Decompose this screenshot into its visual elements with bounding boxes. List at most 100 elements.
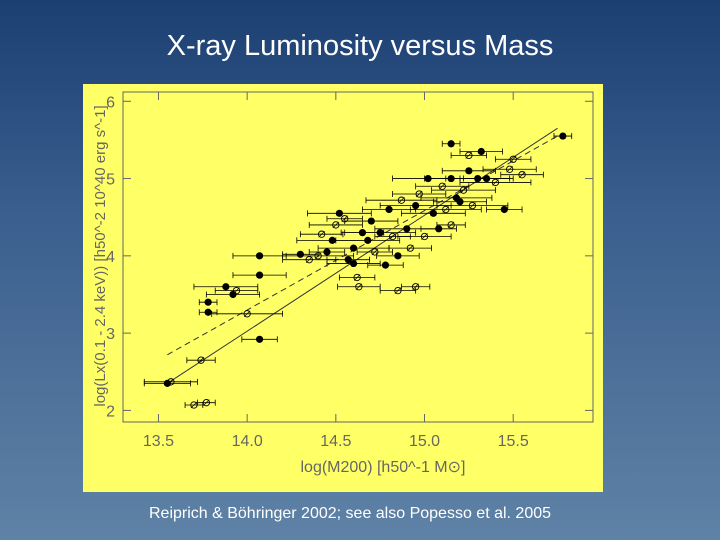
open-marker xyxy=(317,230,326,238)
filled-marker xyxy=(500,205,508,214)
filled-marker xyxy=(255,335,264,343)
data-point xyxy=(362,205,417,214)
data-point xyxy=(441,167,496,175)
data-point xyxy=(338,273,376,282)
open-marker-slash xyxy=(167,378,175,386)
filled-marker xyxy=(335,209,343,217)
open-marker-slash xyxy=(465,152,473,159)
filled-marker xyxy=(482,174,491,183)
open-marker xyxy=(465,151,473,160)
filled-marker xyxy=(296,250,304,258)
data-point xyxy=(214,286,259,295)
open-marker xyxy=(388,232,397,241)
plot-frame xyxy=(122,91,594,423)
data-point xyxy=(397,232,452,241)
data-point xyxy=(409,205,482,214)
fit-lines xyxy=(167,127,558,384)
data-point xyxy=(344,217,399,225)
data-point xyxy=(337,283,381,291)
open-marker xyxy=(355,283,363,291)
data-point xyxy=(401,283,431,291)
data-point xyxy=(307,209,372,217)
data-point xyxy=(143,379,191,387)
data-point xyxy=(232,271,287,279)
open-marker-slash xyxy=(318,230,325,238)
filled-marker xyxy=(328,236,336,244)
open-marker-slash xyxy=(492,179,499,186)
open-marker xyxy=(167,378,175,386)
filled-marker xyxy=(222,283,230,291)
y-tick-label: 6 xyxy=(106,94,115,111)
open-marker xyxy=(505,165,514,173)
data-point xyxy=(308,248,346,256)
open-marker-slash xyxy=(412,283,419,291)
data-point xyxy=(401,209,466,217)
data-point xyxy=(553,132,573,140)
filled-marker xyxy=(364,236,372,244)
open-marker-slash xyxy=(353,274,361,281)
scatter-chart: 13.5 14.0 14.5 15.0 15.5 2 3 4 5 6 log(M200) [h50… xyxy=(92,91,594,476)
x-tick-label: 14.5 xyxy=(320,433,351,450)
open-marker-slash xyxy=(394,287,402,294)
open-marker-slash xyxy=(506,166,513,173)
data-point xyxy=(232,252,287,260)
open-marker-slash xyxy=(197,356,205,364)
open-marker-slash xyxy=(398,196,405,204)
data-point xyxy=(431,186,496,194)
open-marker-slash xyxy=(421,233,428,240)
filled-marker xyxy=(367,217,375,225)
x-tick-label: 14.0 xyxy=(232,433,263,450)
data-point xyxy=(198,298,218,306)
figure-panel: 13.5 14.0 14.5 15.0 15.5 2 3 4 5 6 log(M200) [h50… xyxy=(83,84,603,492)
data-point xyxy=(308,221,363,229)
open-marker xyxy=(420,232,429,241)
filled-marker xyxy=(456,198,464,206)
data-point xyxy=(241,335,278,343)
data-point xyxy=(482,165,537,173)
open-marker xyxy=(397,196,406,204)
open-marker xyxy=(468,201,477,210)
y-tick-label: 2 xyxy=(106,403,115,420)
open-marker xyxy=(202,399,211,407)
open-marker-slash xyxy=(509,155,517,163)
filled-marker xyxy=(403,225,411,233)
open-marker xyxy=(491,178,500,187)
filled-marker xyxy=(376,229,384,237)
open-marker-slash xyxy=(332,221,340,229)
slide-caption: Reiprich & Böhringer 2002; see also Pope… xyxy=(148,505,552,522)
data-point xyxy=(205,290,260,299)
data-point xyxy=(500,171,544,179)
y-tick-label: 5 xyxy=(106,172,115,189)
filled-marker xyxy=(323,248,331,256)
data-point xyxy=(436,201,509,210)
data-point xyxy=(376,252,420,260)
filled-marker xyxy=(429,209,437,217)
data-point xyxy=(211,310,284,318)
y-tick-label: 3 xyxy=(106,326,115,343)
data-point xyxy=(335,236,401,244)
open-marker-slash xyxy=(442,206,450,213)
data-point xyxy=(282,252,354,260)
filled-marker xyxy=(385,205,393,214)
open-marker xyxy=(447,221,455,229)
solid-fit-line xyxy=(167,127,558,384)
open-marker xyxy=(509,155,517,163)
open-marker-slash xyxy=(460,186,467,194)
x-tick-label: 13.5 xyxy=(143,433,174,450)
x-axis-label: log(M200) [h50^-1 M⊙] xyxy=(301,459,466,476)
slide-title: X-ray Luminosity versus Mass xyxy=(166,30,554,62)
open-marker xyxy=(243,310,251,318)
open-marker xyxy=(232,286,241,295)
open-marker xyxy=(442,205,450,214)
open-marker xyxy=(518,171,526,179)
data-point xyxy=(299,230,344,238)
filled-marker xyxy=(559,132,567,140)
filled-marker xyxy=(163,379,171,387)
open-marker xyxy=(406,244,414,252)
data-point xyxy=(392,190,447,198)
data-point xyxy=(459,174,514,183)
data-point xyxy=(356,248,393,256)
filled-marker xyxy=(204,298,212,306)
y-tick-label: 4 xyxy=(106,249,115,266)
open-marker-slash xyxy=(314,252,322,260)
